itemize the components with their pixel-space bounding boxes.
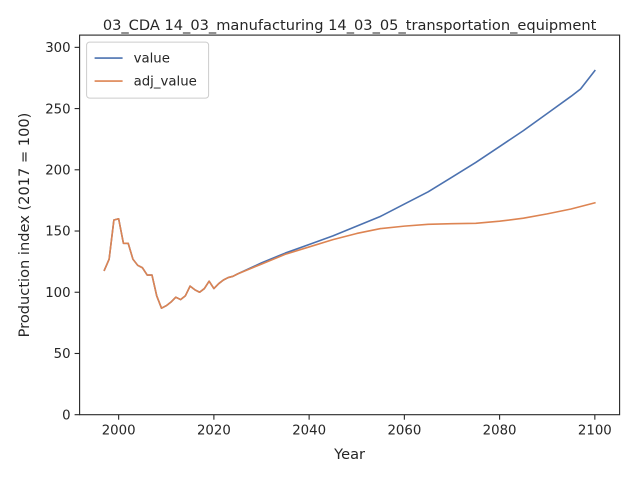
x-axis-label: Year: [333, 446, 365, 463]
y-axis-label: Production index (2017 = 100): [16, 113, 33, 338]
x-tick-label: 2020: [197, 424, 231, 439]
x-tick-label: 2100: [578, 424, 612, 439]
y-tick-label: 250: [45, 102, 70, 117]
legend-label-value: value: [134, 52, 170, 67]
series-line-adj-value: [103, 201, 596, 309]
x-tick-label: 2040: [292, 424, 326, 439]
legend-label-adj-value: adj_value: [134, 75, 197, 90]
legend-box: [86, 41, 210, 99]
y-tick-label: 150: [45, 225, 70, 240]
y-tick-label: 50: [54, 347, 71, 362]
y-tick-label: 300: [45, 41, 70, 56]
x-tick-label: 2060: [387, 424, 421, 439]
chart-title: 03_CDA 14_03_manufacturing 14_03_05_tran…: [103, 17, 597, 34]
y-tick-label: 200: [45, 163, 70, 178]
plot-frame: [79, 34, 621, 416]
y-tick-label: 100: [45, 286, 70, 301]
x-tick-label: 2000: [102, 424, 136, 439]
y-tick-label: 0: [62, 408, 70, 423]
x-tick-label: 2080: [483, 424, 517, 439]
